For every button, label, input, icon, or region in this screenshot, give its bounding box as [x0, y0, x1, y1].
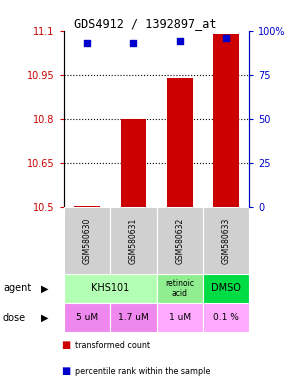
Text: DMSO: DMSO [211, 283, 241, 293]
Bar [213, 34, 239, 207]
Point [85, 40, 89, 46]
Bar [64, 273, 157, 303]
Text: 0.1 %: 0.1 % [213, 313, 239, 322]
Bar [157, 303, 203, 333]
Text: ▶: ▶ [41, 313, 48, 323]
Text: retinoic
acid: retinoic acid [165, 279, 194, 298]
Bar [203, 303, 249, 333]
Point [177, 38, 182, 45]
Text: GSM580633: GSM580633 [222, 217, 231, 264]
Text: percentile rank within the sample: percentile rank within the sample [75, 367, 211, 376]
Bar [110, 207, 157, 273]
Text: 5 uM: 5 uM [76, 313, 98, 322]
Text: dose: dose [3, 313, 26, 323]
Text: agent: agent [3, 283, 31, 293]
Text: ■: ■ [61, 366, 70, 376]
Point [131, 40, 136, 46]
Text: transformed count: transformed count [75, 341, 151, 350]
Bar [74, 206, 100, 207]
Text: 1 uM: 1 uM [169, 313, 191, 322]
Bar [121, 119, 146, 207]
Bar [64, 303, 110, 333]
Text: GSM580631: GSM580631 [129, 217, 138, 263]
Point [224, 35, 229, 41]
Bar [157, 207, 203, 273]
Text: GDS4912 / 1392897_at: GDS4912 / 1392897_at [74, 17, 216, 30]
Bar [64, 207, 110, 273]
Text: 1.7 uM: 1.7 uM [118, 313, 149, 322]
Text: ■: ■ [61, 340, 70, 350]
Text: ▶: ▶ [41, 283, 48, 293]
Bar [203, 207, 249, 273]
Bar [157, 273, 203, 303]
Bar [167, 78, 193, 207]
Text: KHS101: KHS101 [91, 283, 129, 293]
Text: GSM580630: GSM580630 [82, 217, 92, 264]
Bar [110, 303, 157, 333]
Bar [203, 273, 249, 303]
Text: GSM580632: GSM580632 [175, 217, 184, 263]
